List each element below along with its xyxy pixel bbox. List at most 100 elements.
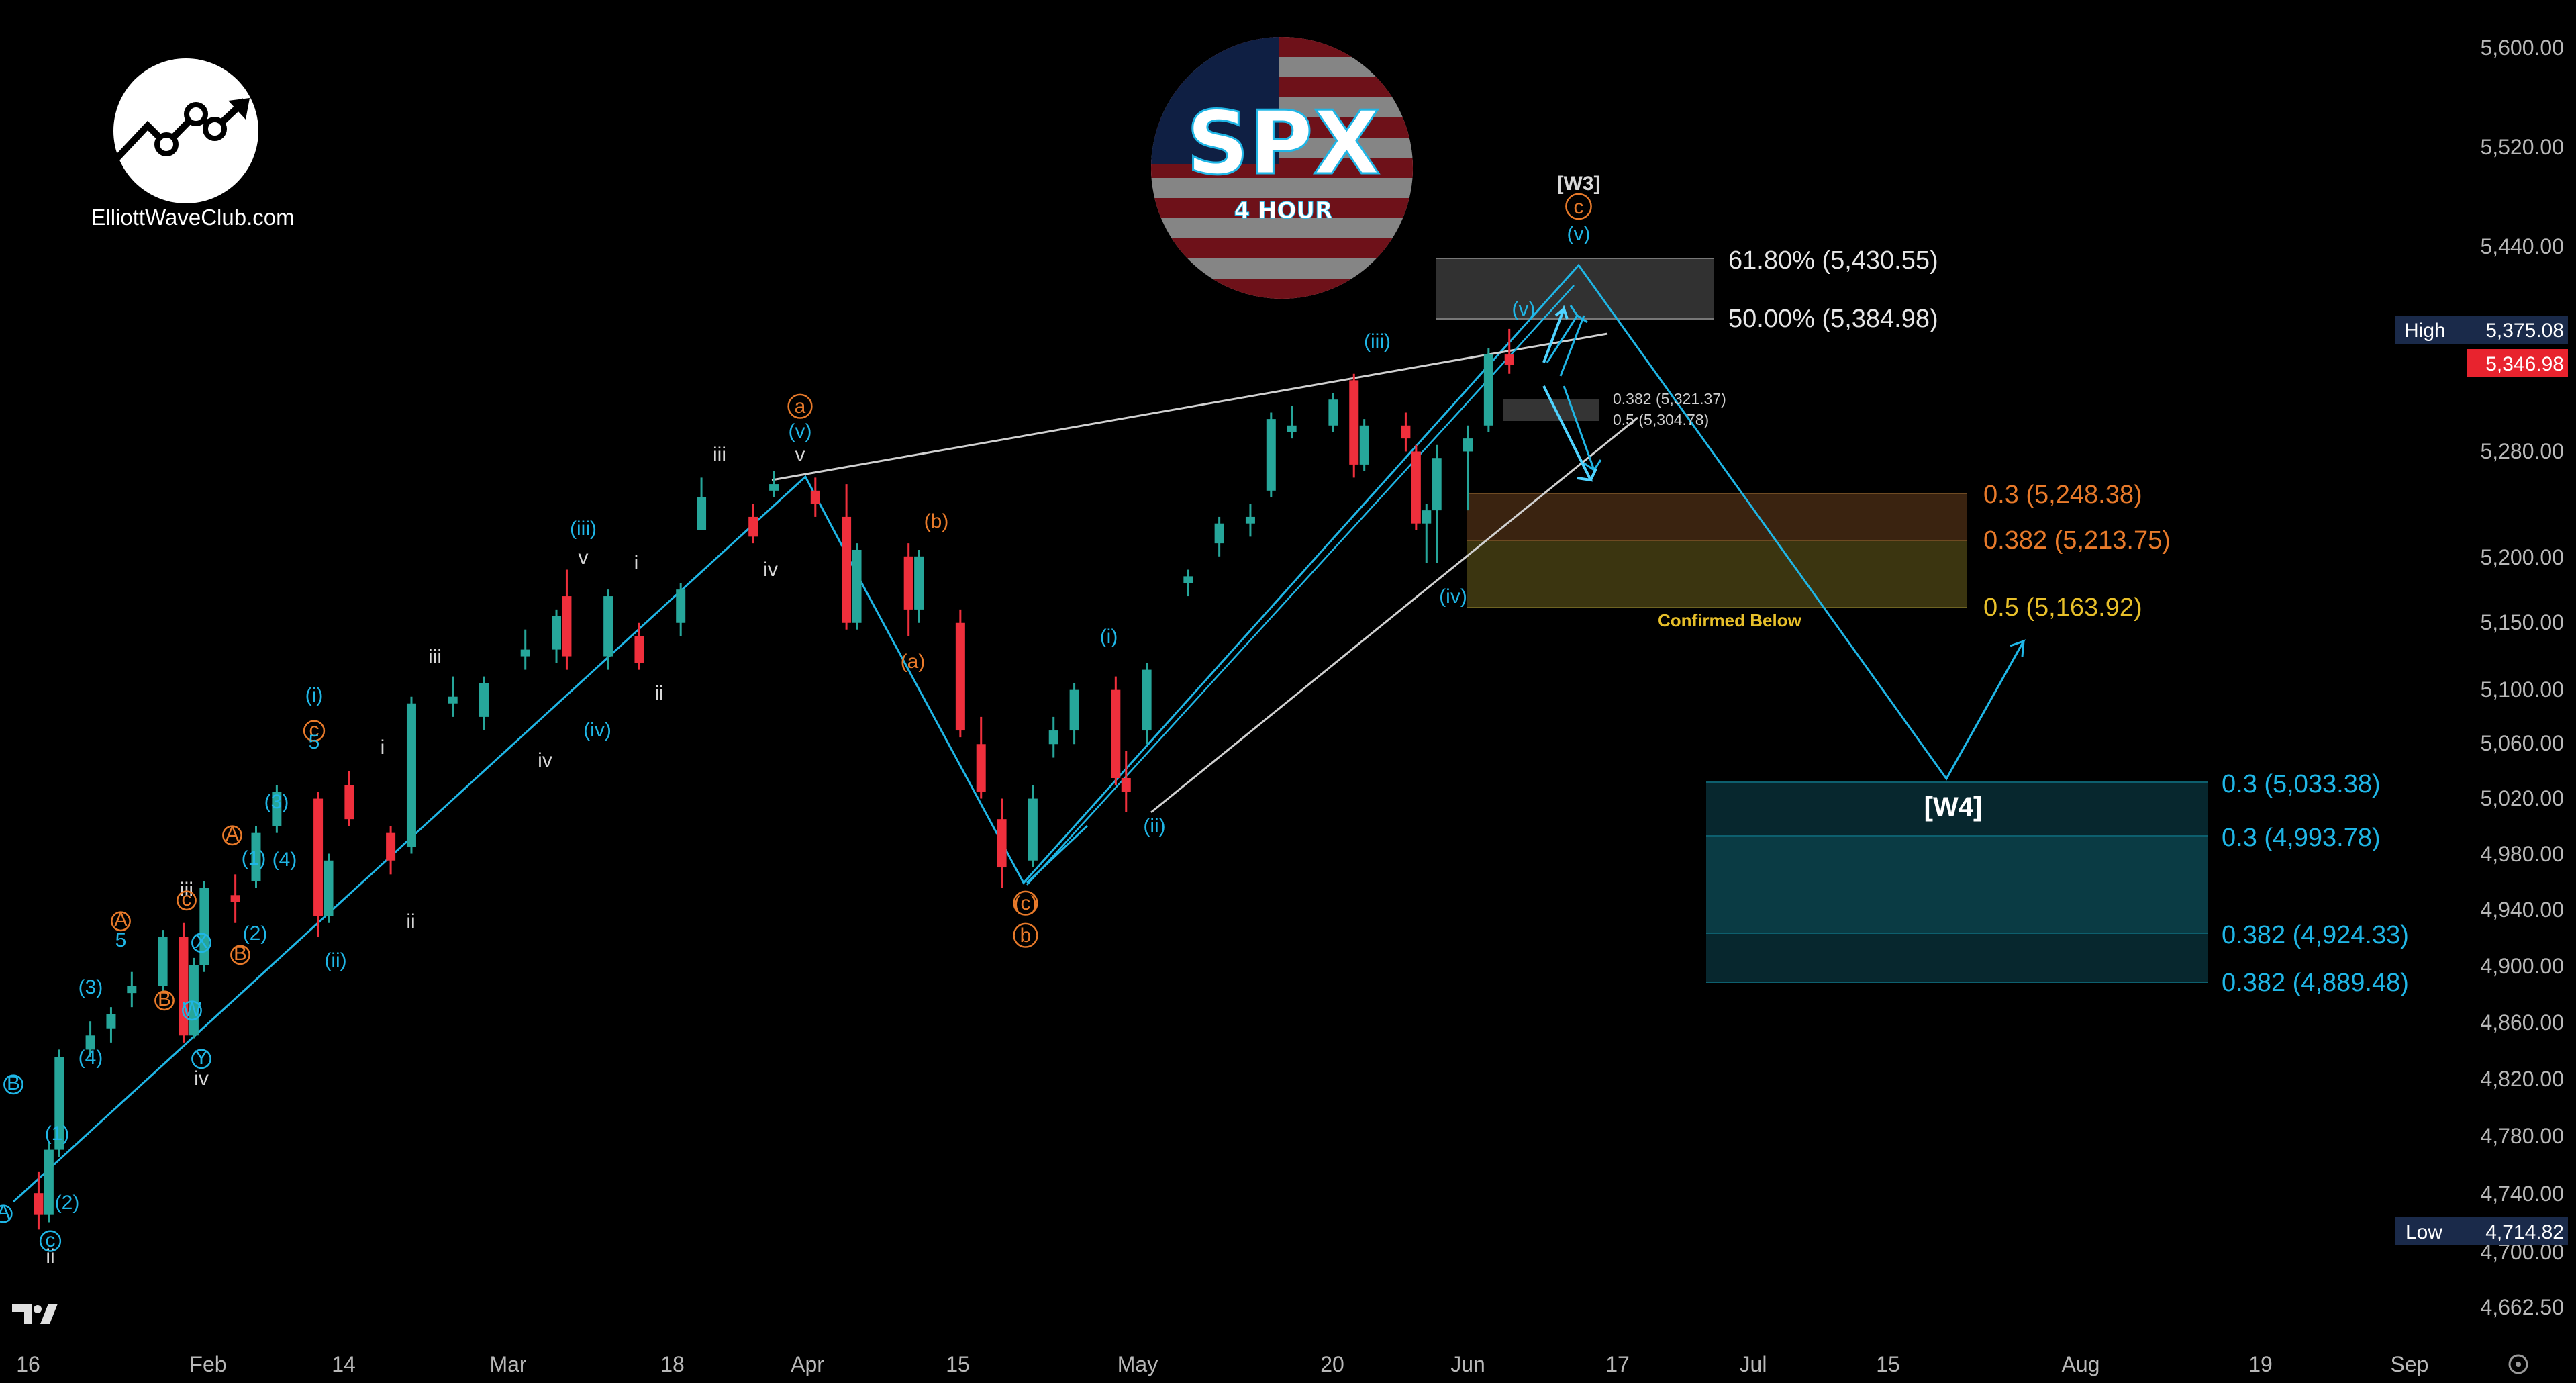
y-tick: 5,440.00	[2480, 234, 2564, 258]
w4-level-03b: 0.3 (4,993.78)	[2222, 824, 2381, 852]
wave-label-circle	[3, 1074, 23, 1095]
wave-label: X	[195, 931, 208, 953]
candle-body	[976, 744, 986, 792]
x-tick: 14	[332, 1352, 356, 1376]
y-tick: 4,980.00	[2480, 842, 2564, 866]
lower-channel-line	[1150, 416, 1638, 814]
orange-zone	[1467, 493, 1967, 540]
level-0382-orange: 0.382 (5,213.75)	[1983, 526, 2171, 555]
candle-body	[179, 937, 189, 1036]
candle-body	[54, 1057, 64, 1150]
badge-ticker: SPX	[1186, 92, 1380, 194]
y-tick: 4,900.00	[2480, 954, 2564, 978]
wave-label: (v)	[1512, 298, 1536, 320]
upper-channel-line	[771, 332, 1608, 481]
w4-zone-bottom	[1706, 933, 2208, 982]
w4-level-0382a: 0.382 (4,924.33)	[2222, 921, 2409, 949]
level-03-orange: 0.3 (5,248.38)	[1983, 481, 2142, 509]
candle-body	[914, 556, 924, 610]
y-tick: 5,520.00	[2480, 135, 2564, 159]
candle-body	[1142, 669, 1152, 731]
wedge-support-line-2	[1459, 285, 1575, 412]
candle-body	[955, 622, 965, 731]
candle-body	[1069, 689, 1079, 731]
candle-body	[1359, 425, 1369, 465]
x-tick: Aug	[2062, 1352, 2100, 1376]
wave-label: (b)	[924, 510, 949, 532]
candle-body	[230, 895, 240, 902]
candle-body	[44, 1149, 54, 1215]
candle-body	[903, 556, 913, 610]
projection-arrow-up-icon	[1542, 305, 1569, 363]
high-value: 5,375.08	[2485, 320, 2564, 342]
candle-body	[1328, 399, 1338, 426]
candle-body	[769, 484, 779, 491]
wave-label-circle	[230, 945, 250, 965]
candle-body	[1266, 419, 1276, 491]
wave-label: (iii)	[570, 518, 597, 540]
candle-body	[852, 549, 862, 623]
x-tick: 15	[946, 1352, 970, 1376]
candle-body	[810, 490, 820, 504]
wave-label: (i)	[1100, 626, 1118, 648]
y-tick: 5,200.00	[2480, 545, 2564, 569]
wave-label: 5	[115, 929, 127, 951]
y-tick: 4,940.00	[2480, 898, 2564, 922]
wave-label: ii	[654, 682, 663, 704]
candle-body	[603, 596, 613, 657]
wave-label: A	[226, 823, 239, 845]
candle-body	[106, 1014, 116, 1029]
low-badge	[2395, 1217, 2568, 1245]
level-05-yellow: 0.5 (5,163.92)	[1983, 593, 2142, 622]
wave-label: (iii)	[1364, 330, 1391, 352]
low-label: Low	[2406, 1221, 2442, 1243]
candle-body	[1401, 425, 1411, 439]
candle-body	[1121, 777, 1131, 792]
candle-body	[272, 792, 282, 826]
wave-label-circle	[191, 1049, 211, 1069]
wave-label-circle	[787, 393, 813, 419]
wave-label: W	[183, 998, 202, 1020]
wave-label: c	[182, 888, 192, 910]
candle-body	[1483, 354, 1493, 426]
level-labels: 61.80% (5,430.55) 50.00% (5,384.98) 0.38…	[1613, 246, 2409, 997]
x-tick: Sep	[2391, 1352, 2429, 1376]
settings-gear-icon[interactable]	[2508, 1354, 2528, 1374]
candle-body	[520, 649, 530, 657]
candle-body	[552, 616, 562, 650]
wave-label-circle	[1013, 922, 1038, 948]
candle-body	[479, 683, 489, 717]
candle-body	[1411, 451, 1421, 524]
trend-lines	[12, 263, 2026, 1203]
badge-timeframe: 4 HOUR	[1234, 197, 1333, 224]
candle-body	[1463, 438, 1473, 452]
wave-label: (3)	[79, 976, 103, 998]
price-axis[interactable]: 5,600.00 5,520.00 5,440.00 5,280.00 5,20…	[2395, 36, 2568, 1319]
candle-body	[1349, 380, 1359, 465]
wave-label: b	[1020, 924, 1032, 947]
wave-label-circle	[1013, 890, 1038, 916]
candle-body	[313, 798, 324, 916]
candle-body	[697, 497, 707, 530]
w4-label: [W4]	[1924, 792, 1983, 822]
tradingview-logo-icon	[12, 1304, 58, 1324]
candle-body	[997, 819, 1007, 868]
wave-label: v	[579, 546, 589, 569]
wave-label: ii	[46, 1245, 54, 1268]
candle-body	[634, 636, 644, 663]
x-tick: 18	[660, 1352, 685, 1376]
candle-body	[127, 986, 137, 994]
candle-body	[1245, 516, 1255, 524]
wave-label: a	[795, 395, 806, 418]
w4-zone-mid	[1706, 836, 2208, 933]
y-tick: 5,600.00	[2480, 36, 2564, 60]
wave-label-circle	[1565, 193, 1592, 220]
candle-body	[324, 860, 334, 916]
wave-label: 5	[309, 731, 320, 753]
wave-label: (iv)	[583, 719, 611, 741]
y-tick: 5,100.00	[2480, 677, 2564, 702]
candlestick-series	[34, 328, 1514, 1230]
y-tick: 5,150.00	[2480, 610, 2564, 634]
time-axis[interactable]: 16 Feb 14 Mar 18 Apr 15 May 20 Jun 17 Ju…	[16, 1352, 2528, 1376]
